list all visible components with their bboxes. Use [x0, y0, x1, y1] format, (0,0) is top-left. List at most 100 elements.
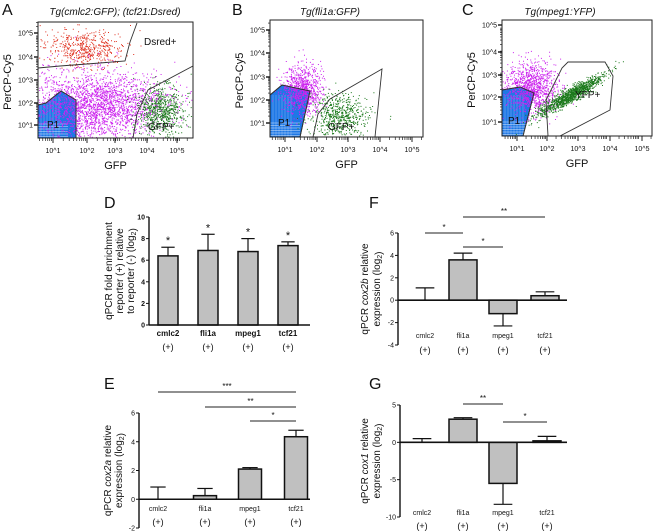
category-sublabel: (+)	[541, 521, 552, 531]
y-tick-label: 0	[141, 323, 145, 330]
category-sublabel: (+)	[242, 342, 253, 352]
y-tick-label: 10^5	[250, 28, 265, 35]
category-sublabel: (+)	[457, 521, 468, 531]
y-tick-label: 10^5	[18, 31, 33, 38]
event-dots	[39, 24, 142, 79]
gate-label: YFP+	[575, 90, 600, 101]
bar-cmlc2	[157, 255, 179, 326]
category-sublabel: (+)	[290, 517, 301, 527]
y-tick-label: 5	[392, 403, 396, 410]
y-tick-label: -10	[386, 515, 396, 522]
y-label-part: qPCR	[103, 487, 114, 516]
y-axis-label: PerCP-Cy5	[466, 52, 478, 108]
x-tick-label: 10^2	[540, 146, 555, 153]
y-axis-label: qPCR fold enrichment	[104, 222, 115, 320]
y-tick-label: 0	[390, 298, 394, 305]
y-tick-label: 10^3	[18, 78, 33, 85]
x-axis-label: GFP	[335, 159, 358, 171]
category-label: mpeg1	[239, 506, 261, 513]
y-axis-label: reporter (+) relative	[115, 228, 126, 314]
category-sublabel: (+)	[419, 345, 430, 355]
category-sublabel: (+)	[282, 342, 293, 352]
y-label-part: expression (	[372, 443, 383, 498]
y-tick-label: 10^5	[482, 23, 497, 30]
panel-letter: D	[104, 195, 116, 212]
category-label: mpeg1	[235, 329, 261, 338]
gate-label: GFP+	[148, 122, 175, 133]
bar-tcf21	[283, 435, 309, 500]
gate-label: P1	[278, 118, 291, 129]
panel-letter: B	[232, 2, 243, 19]
significance-star: *	[246, 227, 251, 239]
category-sublabel: (+)	[497, 345, 508, 355]
significance-star: *	[286, 230, 291, 242]
bar-mpeg1	[488, 441, 518, 485]
y-axis-label: PerCP-Cy5	[2, 54, 14, 110]
bar-fli1a	[448, 259, 478, 301]
events	[502, 50, 624, 136]
y-tick-label: 2	[131, 468, 135, 475]
y-label-sub: 2	[131, 231, 138, 235]
x-tick-label: 10^3	[341, 147, 356, 154]
category-label: tcf21	[279, 329, 298, 338]
category-label: cmlc2	[157, 329, 180, 338]
y-axis-label: expression (log2)	[114, 433, 127, 508]
y-tick-label: -4	[388, 343, 394, 350]
event-dots	[38, 36, 193, 138]
category-label: cmlc2	[149, 506, 167, 513]
flow-title: Tg(mpeg1:YFP)	[524, 7, 595, 18]
y-axis-label: expression (log2)	[372, 251, 385, 326]
x-tick-label: 10^4	[373, 147, 388, 154]
y-label-part: expression (	[372, 271, 383, 326]
flow-panel-b: B Tg(fli1a:GFP) P1 GFP+ 10^1 10^2 10^3 10^4 10^5…	[232, 2, 424, 171]
category-sublabel: (+)	[199, 517, 210, 527]
category-label: tcf21	[539, 510, 554, 517]
category-sublabel: (+)	[202, 342, 213, 352]
bar-panel-d: D 0 2 4 6 8 10 qPCR fold enrichment reporter (+)…	[104, 195, 310, 352]
y-tick-label: 10^3	[482, 73, 497, 80]
y-label-sub: 2	[377, 427, 384, 431]
panel-letter: F	[369, 195, 379, 212]
bar-mpeg1	[488, 299, 518, 315]
bar-mpeg1	[237, 468, 263, 500]
event-dots	[296, 82, 392, 137]
category-label: fli1a	[199, 506, 212, 513]
x-tick-label: 10^3	[108, 148, 123, 155]
significance-star: *	[206, 222, 211, 234]
x-tick-label: 10^5	[170, 148, 185, 155]
gate-outline	[37, 22, 138, 69]
significance-label: *	[481, 237, 484, 246]
y-label-part: )	[374, 423, 385, 426]
panel-letter: A	[2, 2, 13, 19]
category-sublabel: (+)	[244, 517, 255, 527]
category-label: mpeg1	[492, 333, 514, 340]
category-label: tcf21	[537, 333, 552, 340]
y-label-part: log	[372, 431, 383, 444]
event-dots	[126, 73, 193, 138]
bar-mpeg1	[237, 250, 259, 326]
y-tick-label: 8	[141, 236, 145, 243]
category-sublabel: (+)	[497, 521, 508, 531]
panel-letter: G	[369, 376, 381, 393]
y-tick-label: 10^1	[18, 123, 33, 130]
y-label-part: reporter (+) relative	[115, 228, 126, 314]
gate-label: GFP+	[328, 122, 355, 133]
gate-outline	[312, 68, 383, 138]
y-label-part: qPCR fold enrichment	[104, 222, 115, 320]
y-tick-label: 10^4	[250, 51, 265, 58]
y-label-sub: 2	[377, 255, 384, 259]
flow-panel-c: C Tg(mpeg1:YFP) P1 YFP+ 10^1 10^2 10^3 10^4 10^5…	[462, 2, 653, 170]
x-axis-label: GFP	[104, 160, 127, 172]
plot-frame	[501, 19, 653, 137]
category-label: fli1a	[200, 329, 217, 338]
significance-label: *	[442, 223, 445, 232]
y-label-part: )	[128, 228, 139, 231]
x-tick-label: 10^3	[571, 146, 586, 153]
y-tick-label: 10^4	[18, 55, 33, 62]
y-label-part: log	[114, 440, 125, 453]
gate-label: P1	[47, 120, 60, 131]
y-label-part: to reporter (-) (	[126, 248, 137, 314]
panel-letter: C	[462, 2, 474, 19]
y-tick-label: 4	[390, 253, 394, 260]
